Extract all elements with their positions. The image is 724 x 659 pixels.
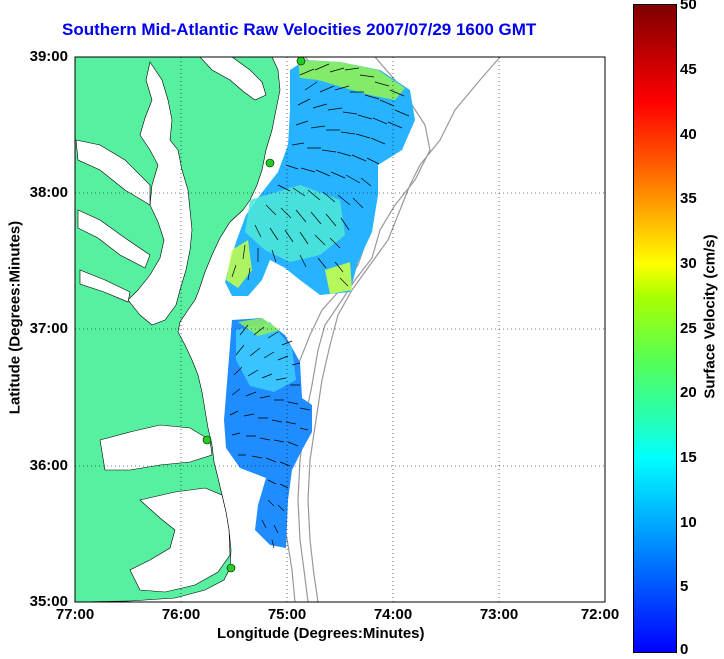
- colorbar-tick-label: 50: [680, 0, 697, 13]
- y-tick-label: 39:00: [29, 48, 68, 65]
- colorbar-tick-label: 40: [680, 126, 697, 143]
- x-tick-label: 74:00: [373, 606, 413, 623]
- chart-title: Southern Mid-Atlantic Raw Velocities 200…: [62, 20, 537, 39]
- y-tick-label: 37:00: [29, 320, 68, 337]
- station-marker: [202, 435, 212, 445]
- colorbar-tick-label: 5: [680, 578, 689, 595]
- station-marker: [265, 158, 275, 168]
- pamlico-sound: [129, 487, 231, 593]
- y-tick-label: 38:00: [29, 184, 68, 201]
- hf-radar-stations: [202, 57, 306, 573]
- colorbar-tick-label: 20: [680, 384, 697, 401]
- rappahannock-river: [77, 209, 151, 269]
- station-marker: [226, 563, 236, 573]
- x-tick-label: 73:00: [479, 606, 519, 623]
- station-marker: [296, 57, 306, 66]
- colorbar: [633, 4, 677, 653]
- coverage-north-mid: [245, 185, 345, 262]
- y-tick-label: 36:00: [29, 457, 68, 474]
- colorbar-tick-label: 25: [680, 320, 697, 337]
- y-axis-label: Latitude (Degrees:Minutes): [6, 220, 24, 415]
- coverage-north-high: [298, 60, 405, 100]
- coverage-south-top: [238, 318, 280, 336]
- x-tick-label: 75:00: [267, 606, 307, 623]
- coverage-north-edge: [325, 262, 352, 294]
- colorbar-label: Surface Velocity (cm/s): [701, 234, 719, 399]
- x-tick-label: 72:00: [580, 606, 620, 623]
- chesapeake-bay: [127, 61, 193, 326]
- colorbar-tick-label: 10: [680, 514, 697, 531]
- x-tick-label: 77:00: [55, 606, 95, 623]
- potomac-river: [75, 139, 151, 206]
- x-tick-label: 76:00: [161, 606, 201, 623]
- plot-frame: [74, 56, 606, 603]
- colorbar-tick-label: 35: [680, 190, 697, 207]
- x-axis-label: Longitude (Degrees:Minutes): [217, 625, 425, 642]
- york-river: [79, 269, 131, 303]
- colorbar-tick-label: 15: [680, 449, 697, 466]
- delaware-bay: [199, 57, 267, 101]
- grid-lines: [75, 57, 605, 602]
- colorbar-tick-label: 45: [680, 61, 697, 78]
- albemarle-sound: [99, 424, 213, 471]
- velocity-arrows-south: [229, 324, 311, 549]
- y-tick-label: 35:00: [29, 593, 68, 610]
- velocity-arrows-north: [231, 63, 410, 287]
- colorbar-tick-label: 30: [680, 255, 697, 272]
- colorbar-tick-label: 0: [680, 641, 689, 658]
